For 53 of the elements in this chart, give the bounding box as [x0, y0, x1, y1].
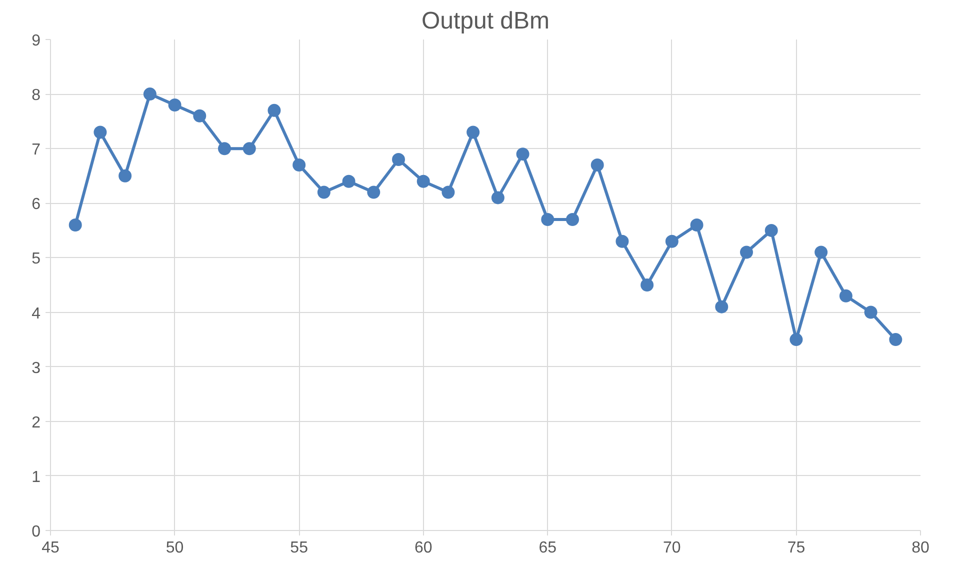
point — [740, 246, 753, 259]
y-tick-label: 7 — [32, 142, 41, 159]
x-tick-label: 45 — [42, 540, 60, 556]
x-tick-label: 80 — [912, 540, 930, 556]
point — [94, 126, 107, 139]
y-tick-label: 5 — [32, 250, 41, 268]
point — [839, 289, 852, 302]
chart-title: Output dBm — [421, 8, 550, 34]
point — [814, 246, 828, 259]
point — [317, 186, 330, 199]
point — [715, 300, 728, 314]
x-tick-label: 60 — [414, 540, 432, 556]
x-tick-label: 75 — [787, 540, 806, 556]
point — [143, 88, 156, 101]
y-tick-label: 0 — [32, 524, 41, 540]
point — [864, 306, 878, 319]
x-tick-label: 70 — [663, 540, 681, 556]
point — [640, 278, 654, 292]
y-tick-label: 3 — [32, 360, 41, 377]
y-tick-label: 9 — [32, 32, 41, 50]
point — [442, 186, 455, 199]
point — [292, 158, 306, 172]
point — [790, 333, 803, 346]
y-tick-label: 8 — [32, 87, 41, 104]
point — [342, 174, 356, 188]
y-tick-label: 4 — [32, 305, 41, 322]
y-tick-label: 6 — [32, 196, 41, 214]
point — [889, 333, 902, 346]
point — [242, 142, 256, 156]
point — [416, 174, 430, 188]
x-tick-label: 50 — [166, 540, 184, 556]
point — [516, 148, 530, 161]
point — [590, 158, 604, 172]
point — [218, 142, 231, 156]
x-tick-label: 55 — [290, 540, 308, 556]
point — [690, 218, 704, 232]
y-tick-label: 2 — [32, 414, 41, 432]
point — [118, 169, 132, 182]
point — [665, 234, 678, 248]
point — [168, 98, 182, 112]
point — [616, 234, 629, 248]
point — [566, 213, 579, 226]
point — [193, 109, 206, 122]
point — [68, 218, 82, 232]
point — [392, 153, 405, 166]
point — [268, 104, 281, 117]
y-tick-label: 1 — [32, 468, 41, 486]
point — [541, 213, 554, 226]
x-tick-label: 65 — [538, 540, 557, 556]
point — [764, 224, 778, 237]
point — [367, 186, 380, 199]
point — [491, 191, 504, 204]
point — [466, 126, 480, 139]
